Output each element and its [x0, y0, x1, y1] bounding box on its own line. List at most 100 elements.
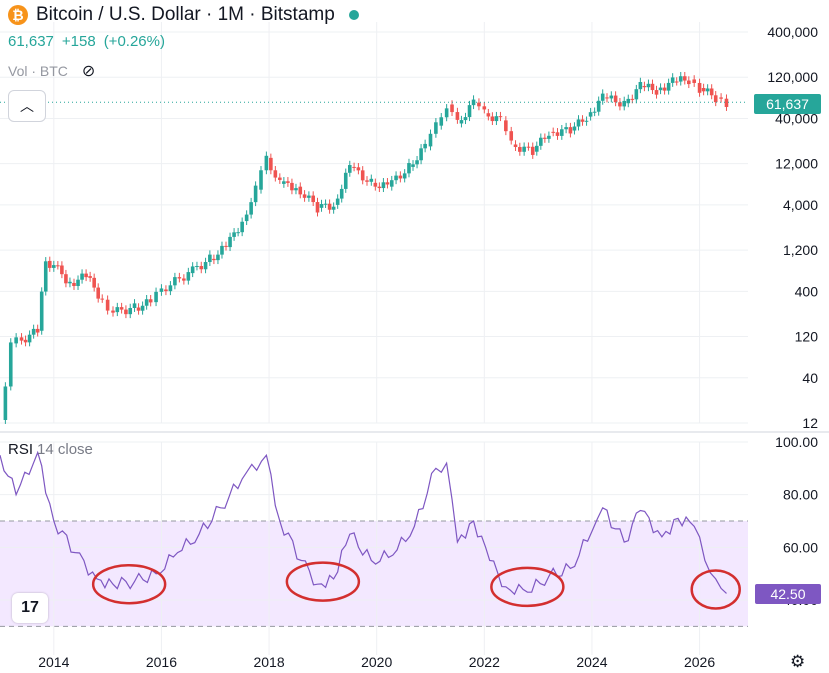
rsi-value-tag: 42.50	[755, 584, 821, 604]
candle-body	[347, 165, 352, 173]
candle	[419, 144, 423, 165]
candle	[467, 100, 472, 122]
candle	[264, 151, 269, 175]
candle-body	[64, 274, 68, 284]
candle	[513, 140, 518, 151]
candle-body	[490, 116, 495, 122]
candle	[60, 261, 64, 279]
candle	[173, 272, 177, 290]
candle-body	[199, 266, 204, 270]
candle-body	[543, 137, 547, 139]
candle-body	[444, 108, 449, 118]
candle	[482, 102, 487, 114]
candle	[154, 287, 158, 307]
candle-body	[482, 106, 487, 110]
candle-body	[670, 77, 675, 83]
price-tick-label: 120,000	[767, 69, 818, 85]
candle-body	[513, 144, 518, 148]
quote-line: 61,637 +158 (+0.26%)	[8, 33, 165, 50]
rsi-params: 14 close	[37, 441, 93, 458]
candle-body	[701, 88, 706, 92]
candle	[232, 228, 236, 241]
gear-icon[interactable]: ⚙	[790, 652, 806, 671]
candle	[124, 305, 128, 319]
price-tick-label: 12	[802, 415, 818, 431]
candle	[618, 97, 622, 111]
oversold-circles	[91, 561, 741, 610]
candle	[415, 155, 419, 169]
candle	[249, 197, 253, 219]
candle	[144, 294, 149, 310]
candle	[164, 285, 168, 296]
candle-body	[31, 328, 36, 335]
candle	[580, 115, 585, 126]
candle-body	[588, 112, 593, 117]
candle	[278, 173, 282, 184]
candle-body	[365, 180, 369, 182]
candle	[352, 162, 356, 172]
candle-body	[666, 82, 671, 91]
candle-body	[719, 97, 723, 99]
candle	[360, 166, 365, 185]
tradingview-logo[interactable]: 17	[12, 593, 48, 623]
candle-body	[369, 178, 374, 182]
candle	[190, 262, 195, 278]
candle-body	[498, 116, 503, 118]
candle-body	[335, 198, 340, 205]
candle-body	[8, 342, 13, 387]
candle-body	[311, 195, 315, 203]
candle-body	[622, 100, 627, 107]
eye-off-icon[interactable]: ⊘	[81, 63, 96, 80]
candle	[682, 71, 687, 85]
price-change: +158	[61, 33, 96, 50]
rsi-tick-label: 60.00	[783, 539, 818, 555]
candle-body	[339, 188, 344, 199]
candle	[72, 278, 76, 290]
candle-body	[486, 113, 491, 117]
candle	[132, 299, 137, 312]
candle-body	[100, 298, 105, 300]
candle	[88, 271, 92, 282]
candle-body	[136, 307, 141, 311]
candle	[84, 269, 88, 282]
collapse-legend-button[interactable]: ︿	[8, 90, 46, 122]
candle-body	[282, 181, 286, 184]
candle	[518, 142, 522, 156]
candle	[286, 177, 290, 187]
rsi-tick-label: 100.00	[775, 434, 818, 450]
candle-body	[551, 131, 555, 133]
candle-body	[526, 146, 531, 148]
candle	[311, 191, 315, 207]
candle-body	[534, 145, 539, 152]
candle	[459, 115, 464, 128]
candle-body	[678, 76, 683, 82]
candle	[339, 184, 344, 203]
candle	[269, 153, 273, 175]
rsi-name[interactable]: RSI	[8, 441, 34, 458]
candle-body	[398, 175, 403, 179]
candle-body	[377, 186, 382, 189]
candle-body	[373, 182, 378, 187]
candle	[27, 330, 32, 347]
candle	[343, 168, 348, 193]
candle	[687, 76, 691, 89]
candle	[428, 129, 433, 151]
oversold-circle-annotation	[91, 563, 167, 605]
candle-body	[216, 254, 220, 261]
symbol-title[interactable]: Bitcoin / U.S. Dollar · 1M · Bitstamp	[36, 4, 335, 25]
candle	[530, 142, 535, 159]
candle-body	[14, 337, 18, 344]
candle	[128, 303, 133, 319]
candle-body	[381, 182, 386, 189]
candle-body	[471, 99, 476, 106]
candle	[674, 77, 679, 86]
candle	[302, 190, 307, 202]
candle	[622, 96, 627, 111]
candle	[385, 178, 390, 189]
time-tick-label: 2022	[469, 654, 500, 670]
candle-body	[530, 146, 535, 155]
candle-body	[509, 131, 514, 141]
candle-body	[72, 282, 76, 286]
candle	[319, 199, 324, 212]
